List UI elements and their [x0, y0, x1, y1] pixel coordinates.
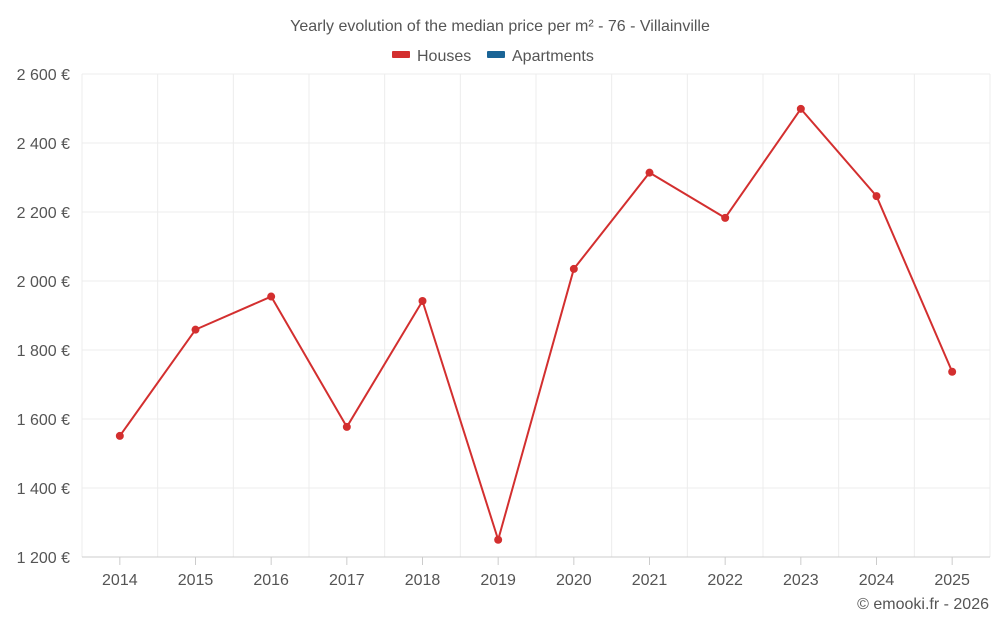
- data-point-houses: [796, 104, 805, 113]
- x-tick-label: 2018: [405, 572, 441, 589]
- y-tick-label: 2 400 €: [17, 136, 70, 153]
- y-tick-label: 1 800 €: [17, 343, 70, 360]
- y-tick-label: 1 600 €: [17, 412, 70, 429]
- data-point-houses: [342, 422, 351, 431]
- data-point-houses: [721, 213, 730, 222]
- y-tick-label: 1 400 €: [17, 481, 70, 498]
- legend: Houses Apartments: [392, 48, 594, 65]
- x-tick-label: 2016: [253, 572, 289, 589]
- legend-item-apartments[interactable]: Apartments: [487, 48, 594, 65]
- y-axis-ticks: 1 200 € 1 400 € 1 600 € 1 800 € 2 000 € 2 200…: [17, 67, 70, 567]
- series-line-houses: [118, 107, 954, 541]
- credit-text: © emooki.fr - 2026: [857, 596, 989, 613]
- series-layer: [115, 104, 957, 544]
- y-tick-label: 2 200 €: [17, 205, 70, 222]
- x-tick-label: 2024: [859, 572, 895, 589]
- x-tick-label: 2019: [480, 572, 516, 589]
- y-tick-label: 2 000 €: [17, 274, 70, 291]
- x-axis-ticks: 2014 2015 2016 2017 2018 2019 2020 2021 2022 2023…: [102, 557, 970, 589]
- x-tick-label: 2021: [632, 572, 668, 589]
- data-point-houses: [191, 325, 200, 334]
- legend-swatch-apartments: [487, 51, 505, 58]
- x-tick-label: 2015: [178, 572, 214, 589]
- data-point-houses: [948, 367, 957, 376]
- x-tick-label: 2023: [783, 572, 819, 589]
- data-point-houses: [645, 168, 654, 177]
- legend-swatch-houses: [392, 51, 410, 58]
- legend-item-houses[interactable]: Houses: [392, 48, 471, 65]
- data-point-houses: [872, 192, 881, 201]
- x-tick-label: 2020: [556, 572, 592, 589]
- y-tick-label: 2 600 €: [17, 67, 70, 84]
- x-tick-label: 2025: [934, 572, 970, 589]
- data-point-houses: [418, 297, 427, 306]
- data-point-houses: [569, 264, 578, 273]
- data-point-houses: [267, 292, 276, 301]
- chart-title: Yearly evolution of the median price per…: [290, 18, 710, 35]
- legend-label-apartments: Apartments: [512, 48, 594, 65]
- x-tick-label: 2017: [329, 572, 365, 589]
- data-point-houses: [494, 535, 503, 544]
- y-tick-label: 1 200 €: [17, 550, 70, 567]
- x-tick-label: 2014: [102, 572, 138, 589]
- x-tick-label: 2022: [707, 572, 743, 589]
- data-point-houses: [115, 431, 124, 440]
- legend-label-houses: Houses: [417, 48, 471, 65]
- grid: [81, 73, 991, 558]
